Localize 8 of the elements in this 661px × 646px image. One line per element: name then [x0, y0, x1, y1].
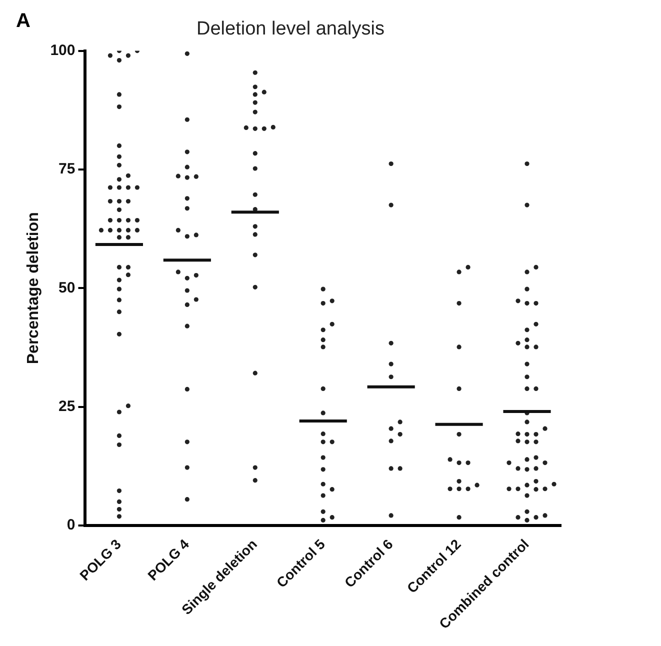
- y-tick-label: 25: [58, 398, 76, 415]
- y-tick-label: 75: [58, 160, 76, 178]
- y-axis-title: Percentage deletion: [25, 212, 42, 364]
- text: A: [16, 10, 30, 33]
- y-tick-label: 0: [66, 516, 76, 534]
- y-tick-label: 100: [50, 42, 76, 59]
- y-tick-label: 50: [58, 279, 76, 296]
- chart-title: Deletion level analysis: [196, 18, 384, 40]
